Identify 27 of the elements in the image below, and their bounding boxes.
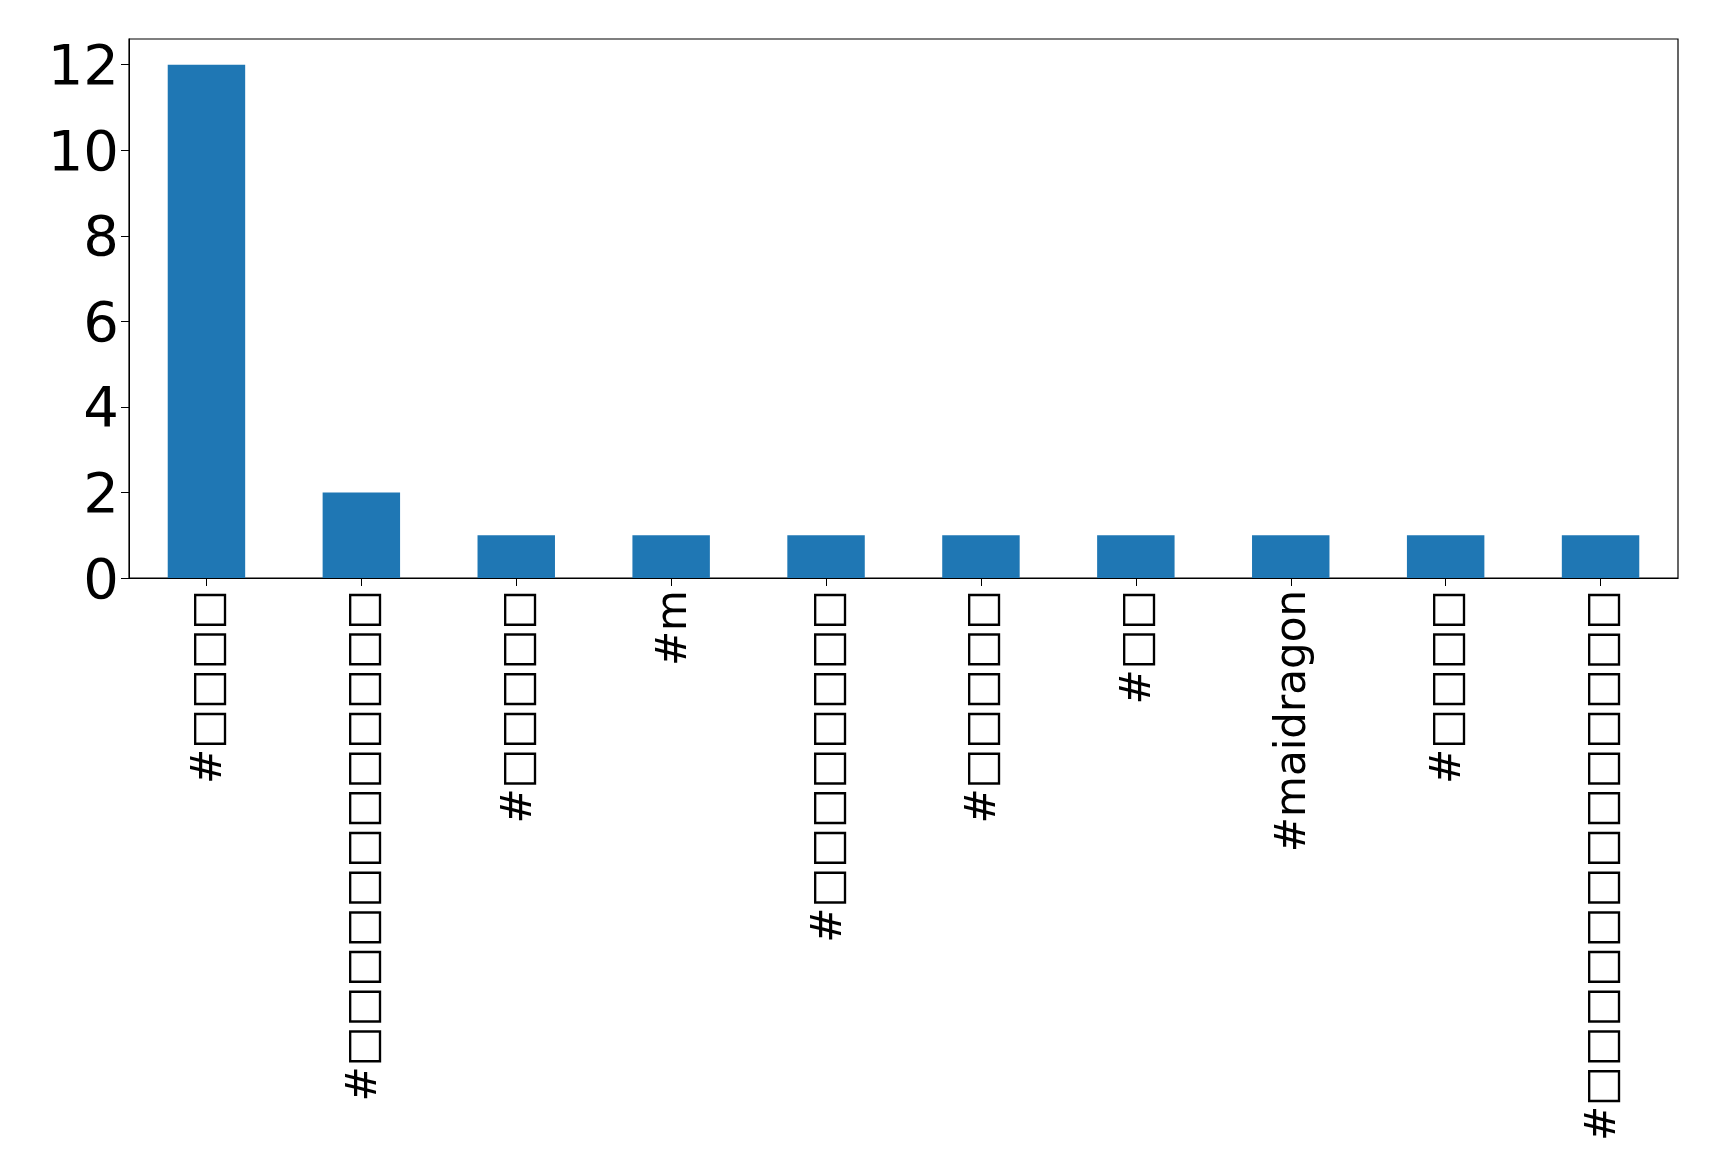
x-tick-label: #□□□□	[181, 590, 231, 784]
bar	[1252, 535, 1330, 578]
bar	[1561, 535, 1640, 578]
y-tick-label: 2	[83, 459, 119, 525]
x-tick-label: #m	[646, 590, 696, 667]
x-tick-label: #□□□□□	[956, 590, 1006, 824]
y-tick-label: 8	[83, 203, 119, 269]
bar	[1097, 535, 1175, 578]
y-tick-label: 10	[47, 117, 119, 183]
bar	[632, 535, 710, 578]
x-tick-label: #□□	[1111, 590, 1161, 705]
y-tick-label: 6	[83, 288, 119, 354]
bar	[167, 64, 246, 578]
bar	[1406, 535, 1485, 578]
bar	[477, 535, 555, 578]
bar	[322, 492, 401, 578]
x-tick-label: #□□□□□□□□□□□□□	[1576, 590, 1626, 1142]
x-tick-label: #maidragon	[1266, 590, 1316, 853]
y-tick-label: 4	[83, 374, 119, 440]
y-tick-label: 12	[47, 32, 119, 98]
bar	[787, 535, 865, 578]
y-tick-label: 0	[83, 545, 119, 611]
x-tick-label: #□□□□	[1421, 590, 1471, 784]
bar	[942, 535, 1020, 578]
x-tick-label: #□□□□□□□□□□□□	[336, 590, 386, 1102]
x-tick-label: #□□□□□□□□	[801, 590, 851, 943]
x-tick-label: #□□□□□	[491, 590, 541, 824]
